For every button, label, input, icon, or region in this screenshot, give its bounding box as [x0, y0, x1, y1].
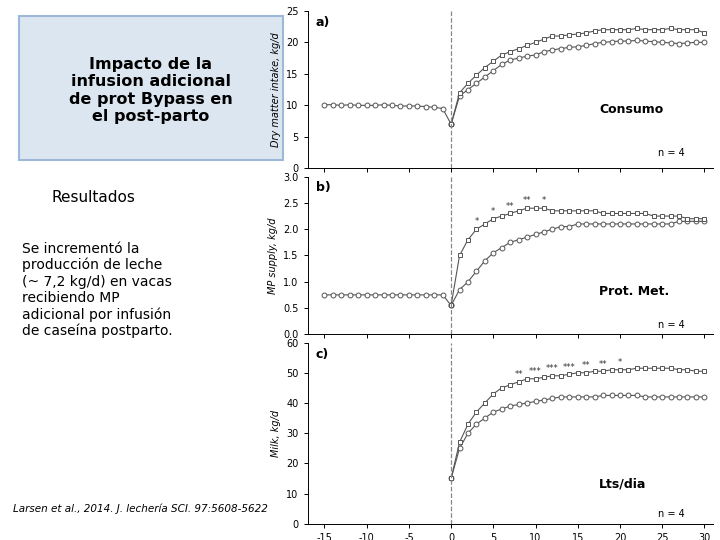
Text: ***: ***: [563, 363, 576, 372]
Text: Resultados: Resultados: [51, 190, 135, 205]
Text: n = 4: n = 4: [657, 509, 685, 518]
Text: **: **: [523, 197, 531, 206]
Text: ***: ***: [546, 364, 559, 373]
Text: **: **: [514, 370, 523, 379]
Text: Lts/dia: Lts/dia: [599, 477, 647, 490]
Text: Se incrementó la
producción de leche
(~ 7,2 kg/d) en vacas
recibiendo MP
adicion: Se incrementó la producción de leche (~ …: [22, 241, 173, 339]
Text: c): c): [315, 348, 329, 361]
Text: **: **: [599, 360, 607, 369]
Text: Impacto de la
infusion adicional
de prot Bypass en
el post-parto: Impacto de la infusion adicional de prot…: [69, 57, 233, 124]
Text: Prot. Met.: Prot. Met.: [599, 285, 670, 298]
Y-axis label: MP supply, kg/d: MP supply, kg/d: [268, 217, 277, 294]
Text: Larsen et al., 2014. J. lechería SCI. 97:5608-5622: Larsen et al., 2014. J. lechería SCI. 97…: [13, 503, 268, 514]
Text: a): a): [315, 16, 330, 29]
Text: n = 4: n = 4: [657, 320, 685, 330]
Text: **: **: [506, 202, 515, 211]
Text: Consumo: Consumo: [599, 103, 664, 116]
Text: *: *: [542, 197, 546, 206]
Text: *: *: [491, 207, 495, 216]
Y-axis label: Dry matter intake, kg/d: Dry matter intake, kg/d: [271, 32, 281, 147]
Y-axis label: Milk, kg/d: Milk, kg/d: [271, 410, 281, 457]
FancyBboxPatch shape: [19, 16, 283, 159]
Text: n = 4: n = 4: [657, 148, 685, 158]
Text: *: *: [474, 218, 479, 226]
Text: b): b): [315, 181, 330, 194]
Text: ***: ***: [529, 367, 542, 376]
Text: *: *: [618, 358, 622, 367]
Text: **: **: [582, 361, 590, 370]
